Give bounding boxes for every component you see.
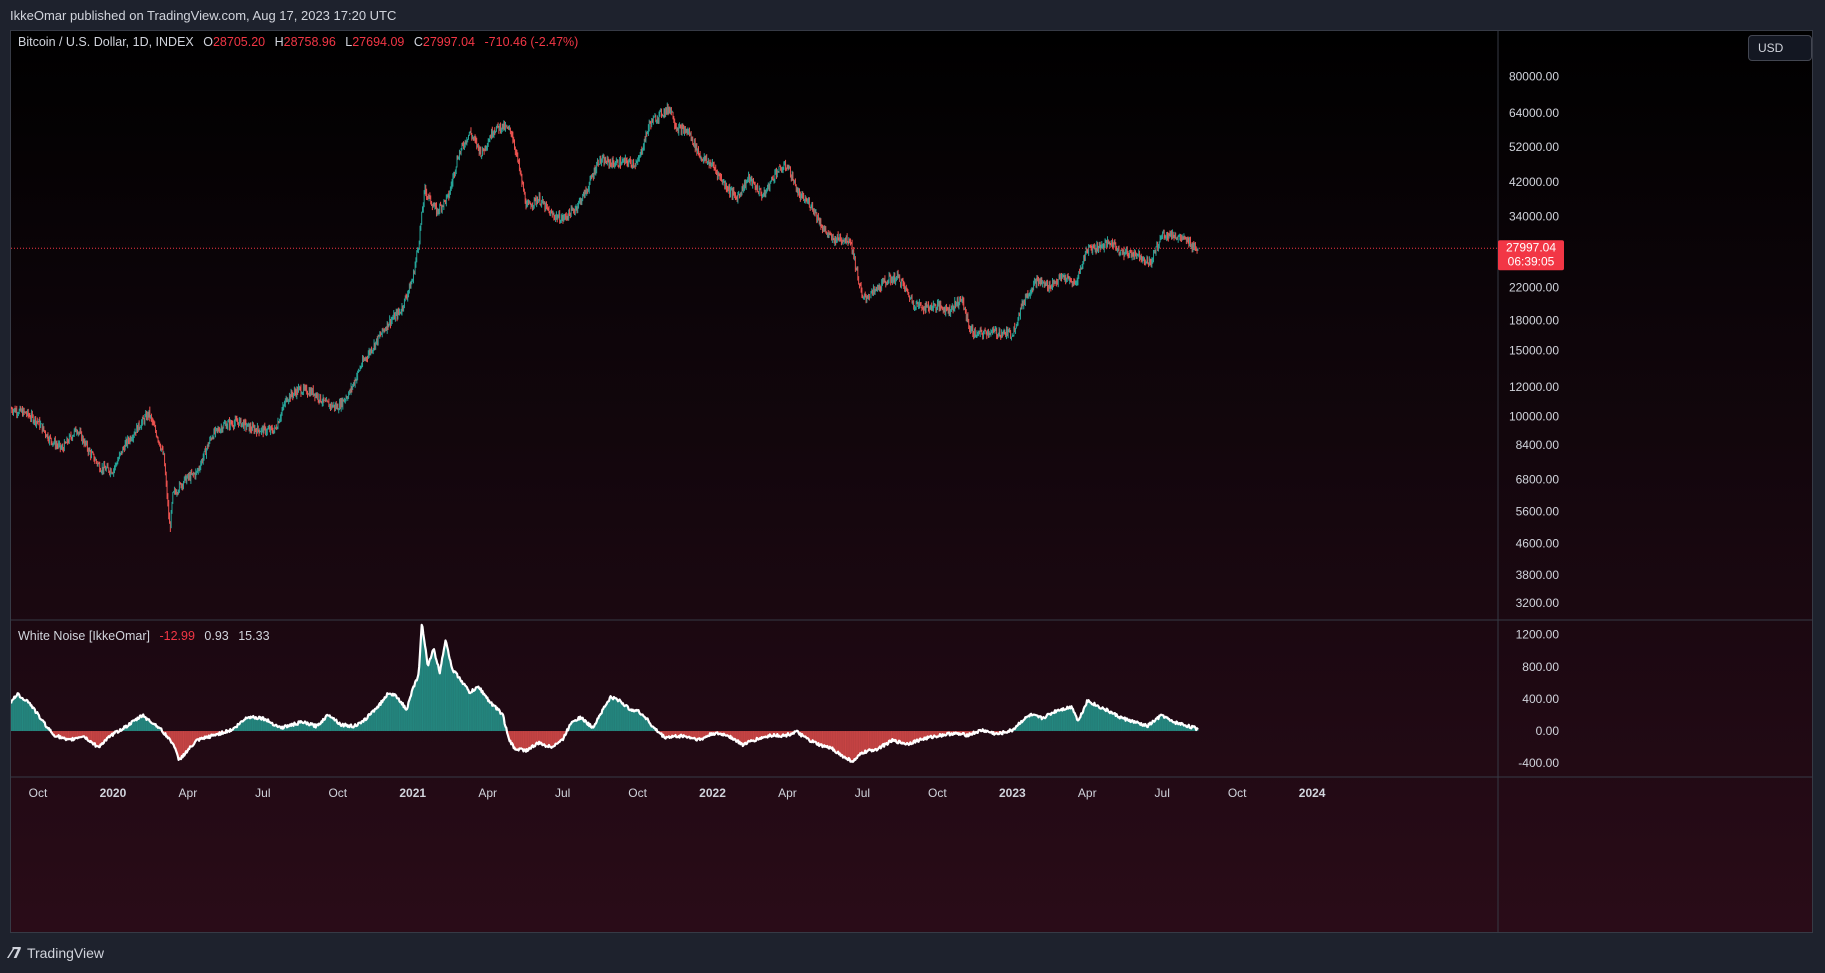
indicator-bars [11,624,1199,762]
open-label: O [203,35,213,49]
price-axis-tick: 8400.00 [1516,438,1560,452]
indicator-name[interactable]: White Noise [IkkeOmar] [18,629,150,643]
low-value: 27694.09 [352,35,405,49]
chart-canvas[interactable]: 27997.0406:39:0580000.0064000.0052000.00… [11,31,1812,932]
time-axis-tick: Oct [628,786,647,800]
time-axis-tick: 2023 [999,786,1026,800]
high-label: H [274,35,284,49]
time-axis-tick: Jul [255,786,270,800]
price-axis-tick: 3800.00 [1516,568,1560,582]
time-axis-tick: Apr [1078,786,1097,800]
candles [11,102,1199,533]
price-tag-box [1498,240,1564,271]
published-caption: IkkeOmar published on TradingView.com, A… [10,8,397,23]
price-axis-tick: 10000.00 [1509,410,1559,424]
indicator-value-3: 15.33 [238,629,270,643]
indicator-axis-tick: 0.00 [1536,724,1560,738]
low-label: L [345,35,353,49]
price-axis-tick: 4600.00 [1516,537,1560,551]
price-axis-tick: 5600.00 [1516,504,1560,518]
time-axis-tick: Oct [928,786,947,800]
footer-brand[interactable]: ⁄7 TradingView [10,944,104,962]
time-axis-tick: Oct [29,786,48,800]
time-axis-tick: Oct [328,786,347,800]
time-axis-tick: Oct [1228,786,1247,800]
high-value: 28758.96 [283,35,336,49]
brand-label: TradingView [26,945,104,961]
price-axis-tick: 34000.00 [1509,209,1559,223]
close-value: 27997.04 [422,35,476,49]
time-axis-tick: Jul [1155,786,1170,800]
time-axis-tick: 2022 [699,786,726,800]
change-value: -710.46 (-2.47%) [484,35,579,49]
time-axis-tick: Jul [855,786,870,800]
price-tag-value: 27997.04 [1506,240,1556,254]
time-axis-tick: Apr [179,786,198,800]
price-axis-tick: 15000.00 [1509,343,1559,357]
indicator-line [11,623,1199,763]
indicator-value-2: 0.93 [204,629,229,643]
time-axis-tick: Jul [555,786,570,800]
currency-button[interactable]: USD [1748,35,1812,61]
indicator-axis-tick: 1200.00 [1516,628,1560,642]
price-tag-countdown: 06:39:05 [1508,254,1555,268]
price-axis-tick: 3200.00 [1516,596,1560,610]
indicator-legend: White Noise [IkkeOmar] -12.99 0.93 15.33 [18,629,270,643]
price-legend: Bitcoin / U.S. Dollar, 1D, INDEX O28705.… [18,35,584,49]
time-axis-tick: Apr [478,786,497,800]
open-value: 28705.20 [212,35,266,49]
time-axis-tick: Apr [778,786,797,800]
chart-frame[interactable]: 27997.04 06:39:05 80000.00 64000.00 52000.00… [10,30,1813,933]
time-axis-tick: 2024 [1299,786,1326,800]
price-axis-tick: 42000.00 [1509,175,1559,189]
indicator-axis-tick: 400.00 [1522,692,1559,706]
indicator-axis-tick: -400.00 [1518,756,1559,770]
price-axis-tick: 52000.00 [1509,140,1559,154]
time-axis-tick: 2020 [100,786,127,800]
price-axis-tick: 12000.00 [1509,380,1559,394]
indicator-axis-tick: 800.00 [1522,660,1559,674]
tradingview-logo-icon: ⁄7 [10,944,22,962]
price-axis-tick: 6800.00 [1516,473,1560,487]
price-axis-tick: 18000.00 [1509,313,1559,327]
close-label: C [413,35,423,49]
symbol-title[interactable]: Bitcoin / U.S. Dollar, 1D, INDEX [18,35,194,49]
price-axis-tick: 80000.00 [1509,70,1559,84]
indicator-value-1: -12.99 [159,629,195,643]
price-axis-tick: 64000.00 [1509,106,1559,120]
price-axis-tick: 22000.00 [1509,281,1559,295]
time-axis-tick: 2021 [399,786,426,800]
